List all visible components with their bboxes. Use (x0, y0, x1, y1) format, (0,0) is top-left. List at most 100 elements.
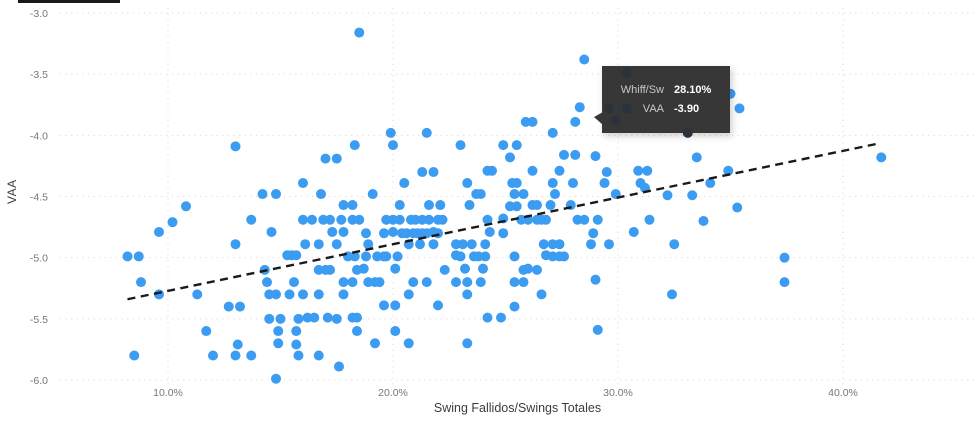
data-point[interactable] (361, 251, 371, 262)
data-point[interactable] (437, 214, 448, 225)
data-point[interactable] (687, 190, 698, 201)
data-point[interactable] (293, 350, 304, 361)
data-point[interactable] (320, 153, 331, 164)
data-point[interactable] (336, 214, 347, 225)
data-point[interactable] (545, 200, 556, 211)
data-point[interactable] (381, 251, 392, 262)
data-point[interactable] (601, 167, 612, 178)
data-point[interactable] (496, 312, 506, 323)
data-point[interactable] (379, 228, 389, 239)
data-point[interactable] (424, 214, 434, 225)
data-point[interactable] (271, 373, 281, 384)
data-point[interactable] (518, 189, 529, 200)
data-point[interactable] (691, 152, 702, 163)
data-point[interactable] (363, 239, 374, 250)
data-point[interactable] (628, 226, 639, 237)
data-point[interactable] (230, 239, 241, 250)
data-point[interactable] (322, 312, 333, 323)
data-point[interactable] (509, 189, 520, 200)
data-point[interactable] (390, 326, 401, 337)
data-point[interactable] (264, 313, 275, 324)
data-point[interactable] (574, 102, 585, 113)
data-point[interactable] (331, 313, 342, 324)
data-point[interactable] (230, 350, 241, 361)
data-point[interactable] (390, 300, 401, 311)
data-point[interactable] (298, 214, 308, 225)
data-point[interactable] (527, 165, 538, 176)
data-point[interactable] (246, 214, 257, 225)
data-point[interactable] (667, 289, 677, 300)
data-point[interactable] (415, 239, 425, 250)
data-point[interactable] (262, 277, 272, 288)
data-point[interactable] (541, 214, 551, 225)
data-point[interactable] (347, 200, 358, 211)
data-point[interactable] (331, 153, 342, 164)
data-point[interactable] (291, 250, 302, 261)
data-point[interactable] (316, 189, 326, 200)
data-point[interactable] (338, 289, 349, 300)
data-point[interactable] (349, 140, 360, 151)
data-point[interactable] (421, 277, 432, 288)
data-point[interactable] (313, 350, 324, 361)
data-point[interactable] (325, 214, 335, 225)
data-point[interactable] (498, 140, 509, 151)
data-point[interactable] (669, 239, 680, 250)
data-point[interactable] (385, 127, 396, 138)
data-point[interactable] (455, 251, 466, 262)
data-point[interactable] (408, 277, 419, 288)
data-point[interactable] (334, 361, 344, 372)
data-point[interactable] (532, 200, 542, 211)
data-point[interactable] (462, 277, 473, 288)
data-point[interactable] (698, 215, 709, 226)
data-point[interactable] (509, 277, 520, 288)
data-point[interactable] (266, 226, 277, 237)
data-point[interactable] (559, 149, 569, 160)
data-point[interactable] (462, 289, 473, 300)
data-point[interactable] (271, 289, 281, 300)
data-point[interactable] (273, 326, 284, 337)
data-point[interactable] (588, 228, 599, 239)
data-point[interactable] (417, 167, 428, 178)
data-point[interactable] (484, 226, 495, 237)
data-point[interactable] (394, 200, 405, 211)
data-point[interactable] (300, 239, 311, 250)
data-point[interactable] (338, 226, 349, 237)
data-point[interactable] (327, 226, 338, 237)
data-point[interactable] (550, 189, 560, 200)
data-point[interactable] (779, 277, 790, 288)
data-point[interactable] (554, 239, 565, 250)
data-point[interactable] (167, 217, 178, 228)
data-point[interactable] (523, 263, 533, 274)
data-point[interactable] (570, 116, 581, 127)
data-point[interactable] (379, 300, 389, 311)
data-point[interactable] (435, 200, 446, 211)
data-point[interactable] (509, 251, 520, 262)
data-point[interactable] (511, 178, 522, 189)
data-point[interactable] (136, 277, 146, 288)
data-point[interactable] (421, 127, 432, 138)
data-point[interactable] (505, 152, 515, 163)
data-point[interactable] (390, 263, 401, 274)
data-point[interactable] (462, 338, 473, 349)
data-point[interactable] (579, 214, 590, 225)
data-point[interactable] (705, 178, 716, 189)
data-point[interactable] (392, 251, 403, 262)
data-point[interactable] (275, 313, 286, 324)
data-point[interactable] (457, 239, 468, 250)
data-point[interactable] (354, 27, 365, 38)
data-point[interactable] (313, 239, 324, 250)
data-point[interactable] (154, 226, 164, 237)
data-point[interactable] (559, 251, 569, 262)
data-point[interactable] (455, 140, 466, 151)
data-point[interactable] (232, 339, 243, 350)
data-point[interactable] (536, 289, 547, 300)
data-point[interactable] (732, 202, 743, 213)
data-point[interactable] (734, 103, 745, 114)
data-point[interactable] (246, 350, 257, 361)
data-point[interactable] (518, 277, 529, 288)
data-point[interactable] (482, 312, 493, 323)
data-point[interactable] (291, 339, 302, 350)
data-point[interactable] (181, 201, 191, 212)
data-point[interactable] (352, 312, 362, 323)
